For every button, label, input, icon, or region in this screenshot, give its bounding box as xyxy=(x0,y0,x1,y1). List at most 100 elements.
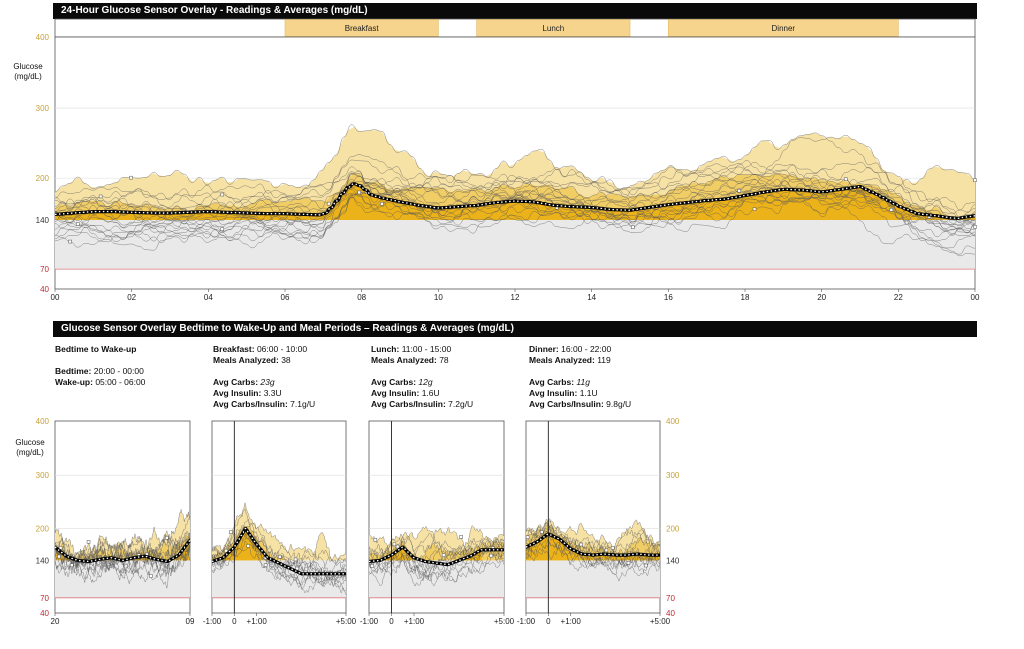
dinner-meals: Meals Analyzed: 119 xyxy=(529,355,611,365)
dinner-chart-ytick-right-300: 300 xyxy=(666,471,680,480)
dinner-chart-reading-marker xyxy=(579,542,583,547)
lunch-chart-reading-marker xyxy=(441,553,446,557)
top-chart-trace-4 xyxy=(54,183,976,234)
wakeup-line: Wake-up: 05:00 - 06:00 xyxy=(55,377,146,387)
bedtime-chart-reading-marker xyxy=(149,574,153,578)
top-chart-xtick-04: 04 xyxy=(204,293,213,302)
top-chart-trace-5 xyxy=(54,132,976,238)
bedtime-chart-trace-12 xyxy=(54,530,191,569)
top-y-axis-label: Glucose (mg/dL) xyxy=(13,62,43,81)
lunch-chart-reading-marker xyxy=(459,535,463,539)
dinner-chart-ytick-right-40: 40 xyxy=(666,609,675,618)
top-chart-xtick-18: 18 xyxy=(741,293,750,302)
bedtime-line: Bedtime: 20:00 - 00:00 xyxy=(55,366,144,376)
bedtime-chart-trace-13 xyxy=(54,543,191,577)
top-chart-trace-2 xyxy=(54,172,976,257)
breakfast-chart-xtick-+1:00: +1:00 xyxy=(247,617,268,626)
top-chart-trace-8 xyxy=(54,165,976,240)
breakfast-chart-xtick--1:00: -1:00 xyxy=(203,617,222,626)
breakfast-chart-reading-marker xyxy=(263,563,268,567)
dinner-chart-ytick-right-400: 400 xyxy=(666,417,680,426)
top-chart-reading-marker xyxy=(904,220,909,225)
bedtime-chart-ytick-300: 300 xyxy=(36,471,50,480)
top-chart-reading-marker xyxy=(973,178,977,183)
meal-band-breakfast xyxy=(284,19,439,37)
breakfast-chart xyxy=(211,420,347,616)
bedtime-chart-trace-5 xyxy=(54,533,191,589)
meal-band-label-breakfast: Breakfast xyxy=(345,24,380,33)
lunch-heading: Lunch: 11:00 - 15:00 xyxy=(371,344,452,354)
bedtime-chart-ytick-200: 200 xyxy=(36,525,50,534)
bedtime-chart-reading-marker xyxy=(86,540,91,544)
dinner-chart-reading-marker xyxy=(540,530,544,534)
bottom-section-title: Glucose Sensor Overlay Bedtime to Wake-U… xyxy=(53,321,977,337)
top-chart-trace-10 xyxy=(54,175,976,242)
bedtime-chart-ytick-40: 40 xyxy=(40,609,49,618)
bedtime-chart-average-line-dots xyxy=(54,539,191,563)
lunch-chart-xtick-+1:00: +1:00 xyxy=(404,617,425,626)
top-chart-xtick-08: 08 xyxy=(357,293,366,302)
breakfast-avg-carbs: Avg Carbs: 23g xyxy=(213,377,275,387)
top-chart-xtick-00: 00 xyxy=(971,293,980,302)
panel-bedtime-info: Bedtime to Wake-up Bedtime: 20:00 - 00:0… xyxy=(55,344,145,388)
breakfast-chart-average-line-dots xyxy=(211,527,346,575)
top-chart-trace-13 xyxy=(54,166,976,242)
top-chart-reading-marker xyxy=(357,190,361,195)
top-chart-xtick-00: 00 xyxy=(51,293,60,302)
breakfast-avg-insulin: Avg Insulin: 3.3U xyxy=(213,388,282,398)
panel-lunch-info: Lunch: 11:00 - 15:00 Meals Analyzed: 78 … xyxy=(371,344,473,410)
top-chart xyxy=(54,36,977,292)
top-chart-xtick-20: 20 xyxy=(817,293,826,302)
lunch-meals: Meals Analyzed: 78 xyxy=(371,355,449,365)
dinner-chart-ytick-right-200: 200 xyxy=(666,525,680,534)
breakfast-chart-reading-marker xyxy=(246,544,251,548)
top-chart-reading-marker xyxy=(220,192,225,197)
top-chart-ytick-400: 400 xyxy=(36,33,50,42)
top-chart-xtick-14: 14 xyxy=(587,293,596,302)
bedtime-chart-reading-marker xyxy=(165,535,169,540)
lunch-chart-xtick-0: 0 xyxy=(389,617,394,626)
breakfast-ratio: Avg Carbs/Insulin: 7.1g/U xyxy=(213,399,316,409)
lunch-chart-reading-marker xyxy=(489,553,494,558)
breakfast-chart-reading-marker xyxy=(293,557,298,562)
dinner-chart-average-line-dots xyxy=(525,533,660,556)
top-chart-trace-21 xyxy=(54,124,976,249)
top-chart-xtick-12: 12 xyxy=(511,293,520,302)
top-chart-reading-marker xyxy=(889,208,894,212)
panel-breakfast-info: Breakfast: 06:00 - 10:00 Meals Analyzed:… xyxy=(213,344,315,410)
top-chart-trace-11 xyxy=(54,162,976,251)
top-chart-trace-18 xyxy=(54,159,976,213)
dinner-chart-reading-marker xyxy=(626,561,631,565)
bedtime-chart-ytick-400: 400 xyxy=(36,417,50,426)
top-chart-xtick-02: 02 xyxy=(127,293,136,302)
breakfast-meals: Meals Analyzed: 38 xyxy=(213,355,291,365)
lunch-chart-reading-marker xyxy=(370,564,374,568)
top-chart-reading-marker xyxy=(973,225,977,229)
top-chart-reading-marker xyxy=(380,202,384,206)
breakfast-chart-reading-marker xyxy=(278,555,282,559)
top-chart-ytick-70: 70 xyxy=(40,265,49,274)
lunch-chart-reading-marker xyxy=(392,542,397,547)
dinner-chart-xtick-+1:00: +1:00 xyxy=(561,617,582,626)
breakfast-heading: Breakfast: 06:00 - 10:00 xyxy=(213,344,308,354)
top-chart-xtick-16: 16 xyxy=(664,293,673,302)
breakfast-chart-reading-marker xyxy=(229,530,233,534)
dinner-chart-reading-marker xyxy=(644,563,648,568)
dinner-avg-insulin: Avg Insulin: 1.1U xyxy=(529,388,598,398)
top-chart-trace-19 xyxy=(54,162,976,235)
top-chart-trace-20 xyxy=(54,166,976,232)
top-chart-trace-9 xyxy=(54,174,976,255)
lunch-chart-xtick-+5:00: +5:00 xyxy=(494,617,515,626)
dinner-ratio: Avg Carbs/Insulin: 9.8g/U xyxy=(529,399,632,409)
lunch-chart-xtick--1:00: -1:00 xyxy=(360,617,379,626)
top-chart-ytick-200: 200 xyxy=(36,174,50,183)
meal-band-label-dinner: Dinner xyxy=(772,24,796,33)
meal-band-dinner xyxy=(668,19,899,37)
lunch-chart xyxy=(368,420,505,616)
top-chart-ytick-300: 300 xyxy=(36,104,50,113)
lunch-avg-insulin: Avg Insulin: 1.6U xyxy=(371,388,440,398)
bedtime-chart-ytick-70: 70 xyxy=(40,594,49,603)
top-chart-title: 24-Hour Glucose Sensor Overlay - Reading… xyxy=(53,3,977,19)
top-chart-trace-17 xyxy=(54,164,976,228)
